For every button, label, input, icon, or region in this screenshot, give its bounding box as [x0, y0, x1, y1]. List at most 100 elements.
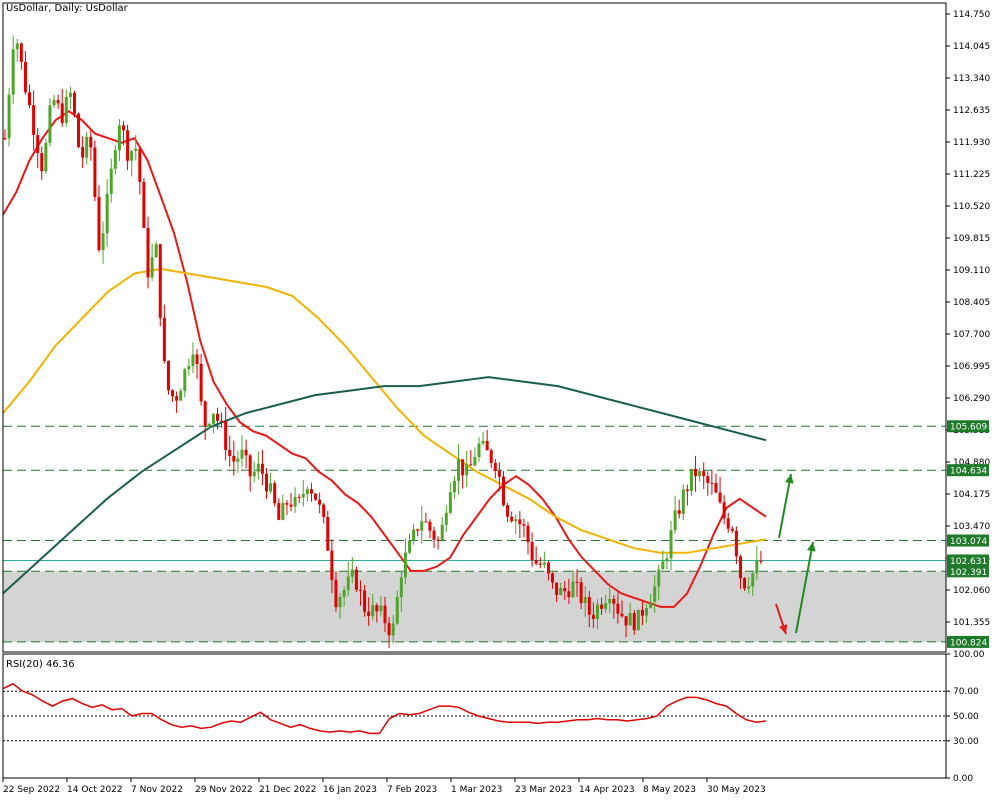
arrow-down-head	[779, 624, 788, 634]
candle-body	[28, 92, 32, 106]
candle-body	[121, 125, 125, 131]
candle-body	[722, 502, 726, 519]
candle-body	[677, 510, 681, 514]
price-box-label: 102.631	[950, 557, 987, 567]
price-tick-label: 114.045	[953, 42, 990, 52]
candle-body	[653, 586, 657, 602]
candle-body	[522, 524, 526, 526]
candle-body	[138, 148, 142, 182]
candle-body	[530, 542, 534, 560]
candle-body	[52, 100, 56, 106]
candle-body	[743, 578, 747, 589]
candle-body	[330, 550, 334, 580]
candle-body	[538, 563, 542, 565]
candle-body	[408, 540, 412, 553]
candle-body	[256, 463, 260, 472]
candle-body	[616, 603, 620, 614]
candle-body	[301, 494, 305, 498]
candle-body	[551, 573, 555, 583]
candle-body	[113, 150, 117, 169]
candle-body	[620, 613, 624, 617]
candle-body	[751, 573, 755, 587]
candle-body	[579, 582, 583, 604]
candle-body	[726, 518, 730, 529]
candle-body	[591, 614, 595, 619]
price-box	[947, 534, 989, 547]
candle-body	[645, 608, 649, 616]
candle-body	[477, 443, 481, 458]
candle-body	[669, 530, 673, 559]
candle-body	[265, 473, 269, 492]
candle-body	[134, 148, 138, 152]
candle-body	[416, 529, 420, 531]
candle-body	[755, 560, 759, 574]
candle-body	[326, 516, 330, 551]
candle-body	[162, 317, 166, 362]
candle-body	[293, 496, 297, 507]
candle-body	[424, 521, 428, 523]
time-tick-label: 14 Apr 2023	[579, 785, 635, 795]
candle-body	[501, 476, 505, 506]
candle-body	[85, 136, 89, 158]
price-box	[947, 635, 989, 648]
candle-body	[277, 503, 281, 520]
candle-body	[600, 604, 604, 609]
candle-body	[15, 43, 19, 50]
candle-body	[375, 605, 379, 612]
candles-group	[3, 35, 763, 649]
candle-body	[497, 470, 501, 477]
time-tick-label: 22 Sep 2022	[3, 785, 60, 795]
candle-body	[685, 489, 689, 491]
rsi-title: RSI(20) 46.36	[6, 659, 75, 670]
time-tick-label: 7 Feb 2023	[387, 785, 437, 795]
candle-body	[481, 440, 485, 444]
candle-body	[220, 420, 224, 422]
price-tick-label: 109.110	[953, 266, 990, 276]
candle-body	[158, 244, 162, 318]
arrow-up-lower-shaft	[795, 541, 814, 634]
candle-body	[358, 589, 362, 591]
candle-body	[395, 597, 399, 624]
candle-body	[305, 489, 309, 495]
chart-title: UsDollar, Daily: UsDollar	[6, 3, 128, 14]
candle-body	[399, 577, 403, 598]
candle-body	[60, 103, 64, 123]
candle-body	[150, 257, 154, 278]
price-tick-label: 106.995	[953, 362, 990, 372]
candle-body	[273, 483, 277, 504]
candle-body	[412, 529, 416, 541]
candle-body	[252, 471, 256, 477]
candle-body	[191, 354, 195, 367]
candle-body	[248, 455, 252, 477]
price-tick-label: 108.405	[953, 298, 990, 308]
candle-body	[183, 369, 187, 391]
candle-body	[93, 147, 97, 198]
candle-body	[681, 489, 685, 514]
price-box	[947, 565, 989, 578]
candle-body	[338, 596, 342, 608]
candle-body	[555, 582, 559, 595]
candle-body	[101, 233, 105, 251]
candle-body	[56, 100, 60, 104]
candle-body	[440, 524, 444, 541]
arrow-up-upper-head	[785, 474, 794, 484]
candle-body	[363, 590, 367, 612]
time-tick-label: 7 Nov 2022	[131, 785, 183, 795]
time-tick-label: 1 Mar 2023	[451, 785, 502, 795]
candle-body	[702, 471, 706, 477]
candle-body	[199, 363, 203, 402]
candle-body	[40, 153, 44, 172]
time-tick-label: 23 Mar 2023	[515, 785, 572, 795]
candle-body	[68, 92, 72, 97]
time-tick-label: 16 Jan 2023	[323, 785, 377, 795]
candle-body	[489, 450, 493, 464]
price-tick-label: 104.175	[953, 490, 990, 500]
candle-body	[452, 480, 456, 493]
candle-body	[665, 558, 669, 562]
candle-body	[640, 609, 644, 616]
candle-body	[154, 244, 158, 258]
time-tick-label: 8 May 2023	[643, 785, 696, 795]
candle-body	[36, 135, 40, 154]
